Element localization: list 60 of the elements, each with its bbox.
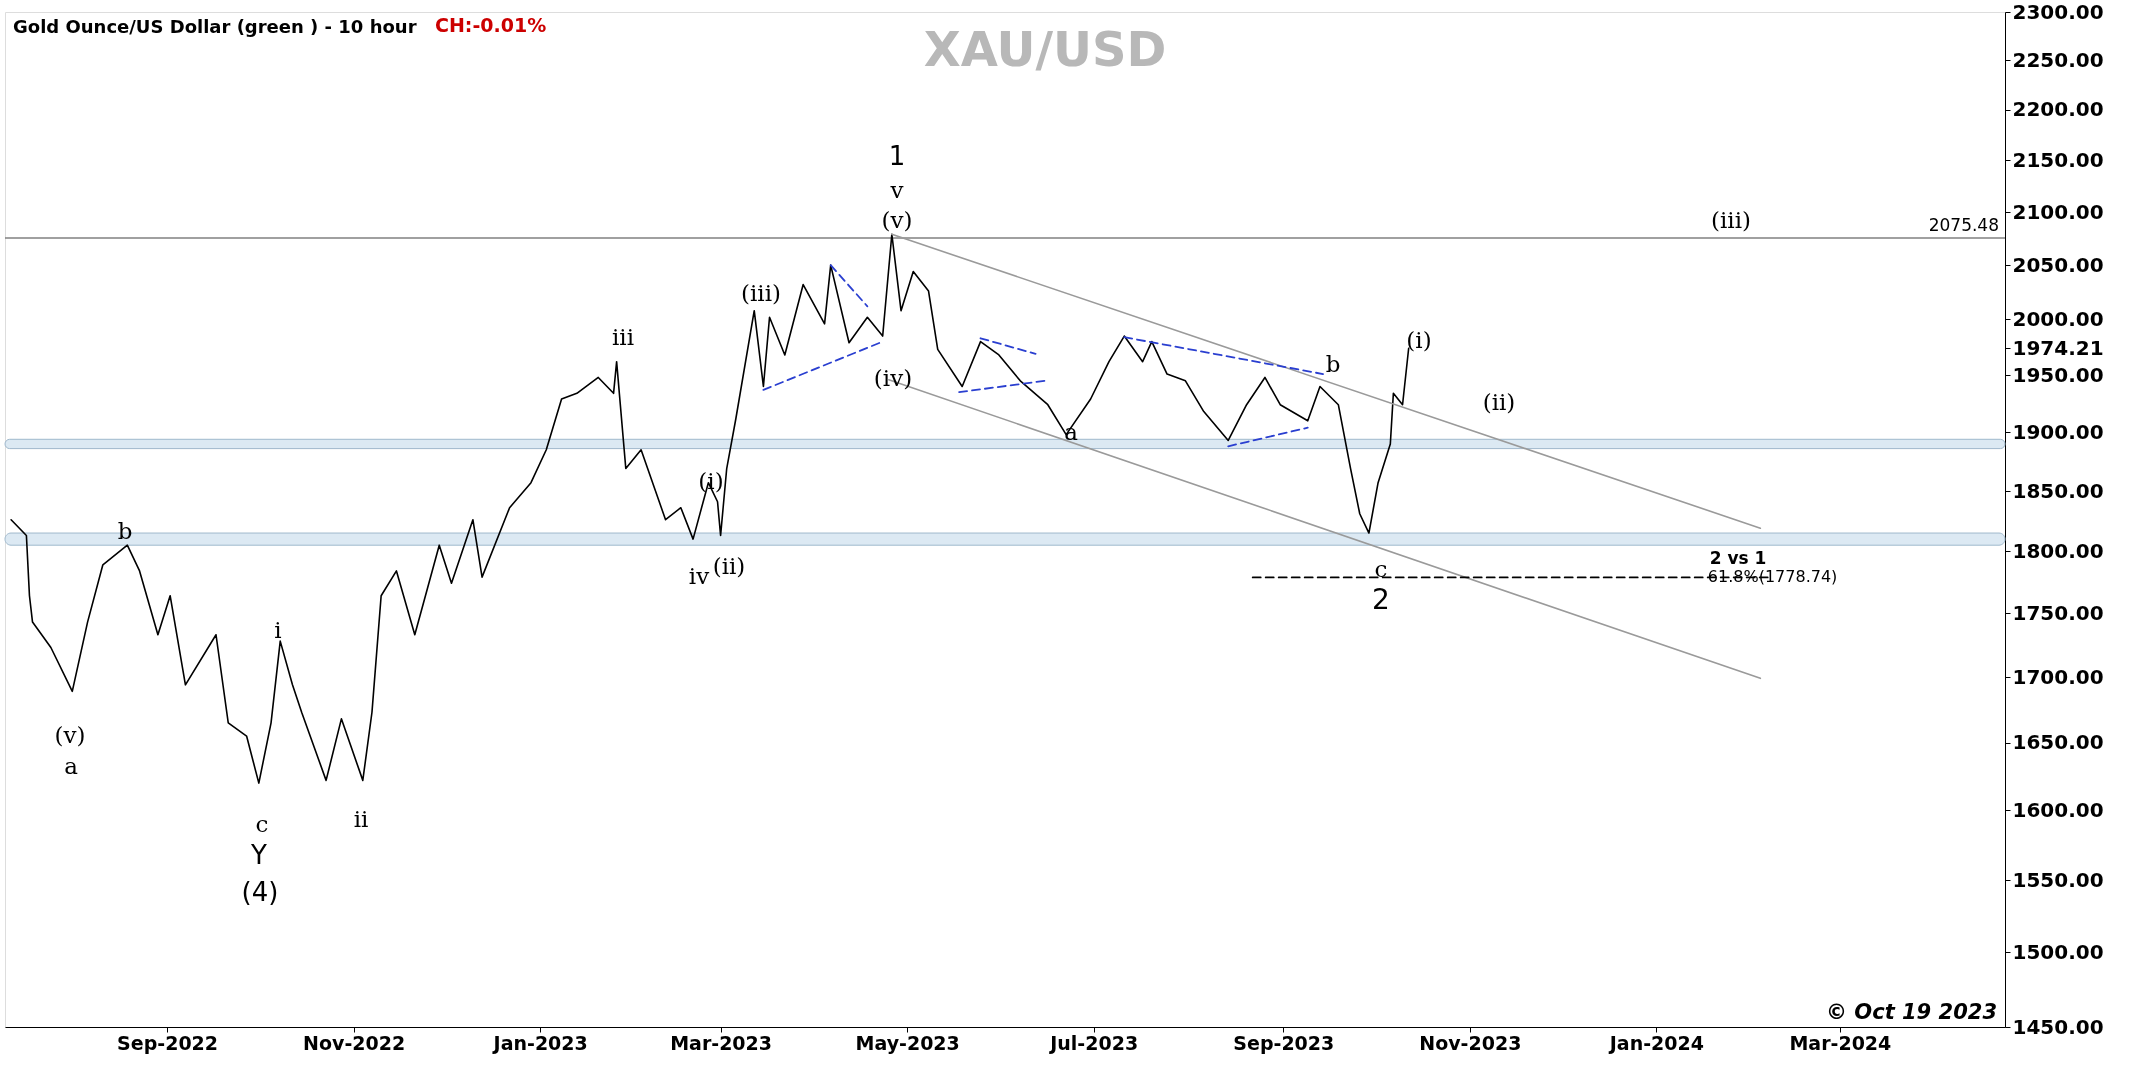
y-tick-label: 1550.00 <box>2012 867 2104 892</box>
annotation: v <box>889 177 904 203</box>
x-tick-label: Nov-2022 <box>303 1031 406 1054</box>
chart-subtitle: Gold Ounce/US Dollar (green ) - 10 hour <box>13 16 417 37</box>
annotation: 1 <box>888 141 906 171</box>
annotation: (4) <box>241 877 279 907</box>
y-tick-label: 1650.00 <box>2012 730 2104 755</box>
y-tick-label: 2050.00 <box>2012 252 2104 277</box>
y-tick-label: 1600.00 <box>2012 797 2104 822</box>
y-tick-label: 1974.21 <box>2012 335 2104 360</box>
y-tick-label: 1850.00 <box>2012 478 2104 503</box>
y-tick-label: 2100.00 <box>2012 199 2104 224</box>
x-tick-label: Sep-2022 <box>117 1031 219 1054</box>
x-tick-label: Mar-2024 <box>1789 1031 1892 1054</box>
annotation: (i) <box>698 468 724 494</box>
y-tick-label: 1500.00 <box>2012 939 2104 964</box>
y-tick-label: 1900.00 <box>2012 419 2104 444</box>
annotation: 61.8%(1778.74) <box>1707 567 1838 587</box>
annotation: c <box>255 811 269 837</box>
line-series <box>10 233 1410 784</box>
y-tick-label: 2300.00 <box>2012 0 2104 24</box>
annotation: c <box>1374 556 1388 582</box>
annotation: (iii) <box>1710 207 1752 233</box>
x-tick-label: May-2023 <box>855 1031 960 1054</box>
x-tick-label: Jan-2023 <box>491 1031 588 1054</box>
annotation: iv <box>688 563 710 589</box>
annotation: i <box>274 617 282 643</box>
x-tick-label: Sep-2023 <box>1233 1031 1335 1054</box>
annotation: b <box>1325 351 1341 377</box>
annotation: a <box>64 753 79 779</box>
chart-title: XAU/USD <box>923 21 1167 77</box>
y-tick-label: 1800.00 <box>2012 538 2104 563</box>
annotation: 2 <box>1372 583 1390 616</box>
annotation: © Oct 19 2023 <box>1826 1000 1997 1024</box>
ref-line-label: 2075.48 <box>1928 214 1999 235</box>
y-tick-label: 1950.00 <box>2012 362 2104 387</box>
y-tick-label: 2200.00 <box>2012 97 2104 122</box>
y-tick-label: 1700.00 <box>2012 664 2104 689</box>
x-tick-label: Mar-2023 <box>670 1031 773 1054</box>
annotation: (i) <box>1406 327 1432 353</box>
y-tick-label: 1750.00 <box>2012 600 2104 625</box>
annotation: CH:-0.01% <box>435 14 547 36</box>
annotation: (iv) <box>873 365 913 391</box>
x-tick-label: Nov-2023 <box>1419 1031 1522 1054</box>
annotation: (v) <box>54 722 86 748</box>
y-tick-label: 2150.00 <box>2012 147 2104 172</box>
y-tick-label: 1450.00 <box>2012 1014 2104 1039</box>
x-tick-label: Jul-2023 <box>1048 1031 1139 1054</box>
annotation: b <box>117 518 133 544</box>
annotation: iii <box>611 324 635 350</box>
annotation: (ii) <box>712 553 746 579</box>
annotation: Y <box>250 840 268 870</box>
annotation: (ii) <box>1482 389 1516 415</box>
x-tick-label: Jan-2024 <box>1607 1031 1704 1054</box>
annotation: 2 vs 1 <box>1709 548 1767 568</box>
annotation: ii <box>353 806 369 832</box>
annotation: (iii) <box>740 280 782 306</box>
y-tick-label: 2000.00 <box>2012 306 2104 331</box>
annotation: (v) <box>881 207 913 233</box>
y-tick-label: 2250.00 <box>2012 47 2104 72</box>
